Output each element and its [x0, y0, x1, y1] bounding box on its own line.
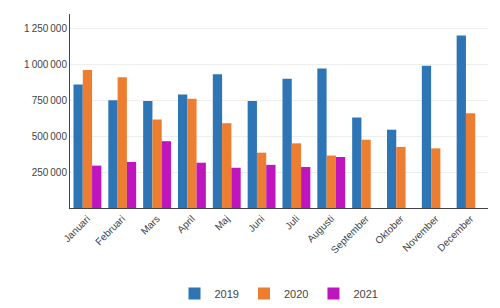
svg-text:2021: 2021	[353, 288, 377, 300]
svg-text:November: November	[400, 213, 441, 254]
svg-text:Augusti: Augusti	[305, 213, 336, 244]
svg-text:Oktober: Oktober	[373, 213, 406, 246]
svg-text:1 250 000: 1 250 000	[24, 23, 67, 34]
svg-text:2019: 2019	[215, 288, 239, 300]
svg-text:Maj: Maj	[213, 213, 232, 232]
svg-text:April: April	[175, 213, 197, 235]
svg-text:250 000: 250 000	[32, 167, 68, 178]
svg-text:750 000: 750 000	[32, 95, 68, 106]
svg-text:Juni: Juni	[246, 213, 267, 234]
svg-text:500 000: 500 000	[32, 131, 68, 142]
svg-text:September: September	[329, 213, 372, 256]
svg-text:Februari: Februari	[93, 213, 127, 247]
svg-text:December: December	[435, 213, 476, 254]
svg-text:1 000 000: 1 000 000	[24, 59, 67, 70]
svg-text:Juli: Juli	[283, 213, 301, 231]
svg-text:Januari: Januari	[61, 213, 92, 244]
svg-text:Mars: Mars	[139, 213, 163, 237]
svg-text:2020: 2020	[284, 288, 308, 300]
